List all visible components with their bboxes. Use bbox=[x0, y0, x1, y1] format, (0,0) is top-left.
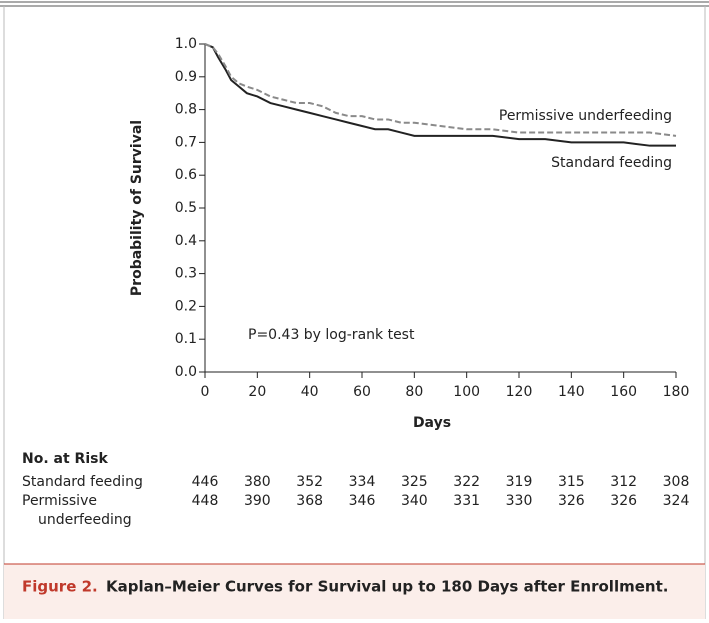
risk-value: 326 bbox=[558, 493, 585, 509]
caption-box bbox=[4, 564, 705, 619]
risk-value: 324 bbox=[663, 493, 690, 509]
risk-value: 330 bbox=[506, 493, 533, 509]
series-line bbox=[204, 43, 676, 147]
x-tick-label: 160 bbox=[610, 384, 637, 400]
risk-value: 352 bbox=[296, 474, 323, 490]
x-tick-label: 120 bbox=[506, 384, 533, 400]
y-tick-label: 0.4 bbox=[175, 233, 197, 249]
risk-value: 448 bbox=[192, 493, 219, 509]
y-tick-label: 0.3 bbox=[175, 266, 197, 282]
risk-value: 326 bbox=[610, 493, 637, 509]
caption-text: Kaplan–Meier Curves for Survival up to 1… bbox=[106, 578, 668, 596]
x-tick-label: 140 bbox=[558, 384, 585, 400]
risk-value: 446 bbox=[192, 474, 219, 490]
x-tick-label: 180 bbox=[663, 384, 690, 400]
risk-value: 322 bbox=[453, 474, 480, 490]
risk-value: 312 bbox=[610, 474, 637, 490]
series-label: Standard feeding bbox=[551, 155, 672, 171]
risk-row-label: Permissive bbox=[22, 493, 97, 509]
risk-title: No. at Risk bbox=[22, 451, 108, 467]
y-tick-label: 0.9 bbox=[175, 69, 197, 85]
risk-value: 380 bbox=[244, 474, 271, 490]
x-tick-label: 100 bbox=[453, 384, 480, 400]
x-tick-label: 60 bbox=[353, 384, 371, 400]
x-tick-label: 20 bbox=[248, 384, 266, 400]
risk-value: 346 bbox=[349, 493, 376, 509]
x-tick-label: 40 bbox=[301, 384, 319, 400]
x-tick-label: 0 bbox=[201, 384, 210, 400]
series-line bbox=[204, 43, 677, 137]
risk-value: 319 bbox=[506, 474, 533, 490]
y-tick-label: 0.7 bbox=[175, 134, 197, 150]
y-axis-label: Probability of Survival bbox=[129, 120, 145, 296]
y-tick-label: 0.1 bbox=[175, 331, 197, 347]
risk-row-label: underfeeding bbox=[38, 512, 132, 528]
y-tick-label: 0.6 bbox=[175, 167, 197, 183]
risk-value: 390 bbox=[244, 493, 271, 509]
series-label: Permissive underfeeding bbox=[499, 108, 672, 124]
y-tick-label: 0.8 bbox=[175, 102, 197, 118]
y-tick-label: 0.2 bbox=[175, 298, 197, 314]
x-tick-label: 80 bbox=[405, 384, 423, 400]
risk-value: 308 bbox=[663, 474, 690, 490]
risk-value: 325 bbox=[401, 474, 428, 490]
risk-value: 315 bbox=[558, 474, 585, 490]
annotation: P=0.43 by log-rank test bbox=[248, 327, 415, 343]
risk-row-label: Standard feeding bbox=[22, 474, 143, 490]
x-axis-label: Days bbox=[413, 415, 451, 431]
risk-value: 340 bbox=[401, 493, 428, 509]
risk-value: 331 bbox=[453, 493, 480, 509]
y-tick-label: 0.5 bbox=[175, 200, 197, 216]
y-tick-label: 1.0 bbox=[175, 36, 197, 52]
risk-value: 334 bbox=[349, 474, 376, 490]
caption-label: Figure 2. bbox=[22, 578, 98, 596]
risk-value: 368 bbox=[296, 493, 323, 509]
y-tick-label: 0.0 bbox=[175, 364, 197, 380]
